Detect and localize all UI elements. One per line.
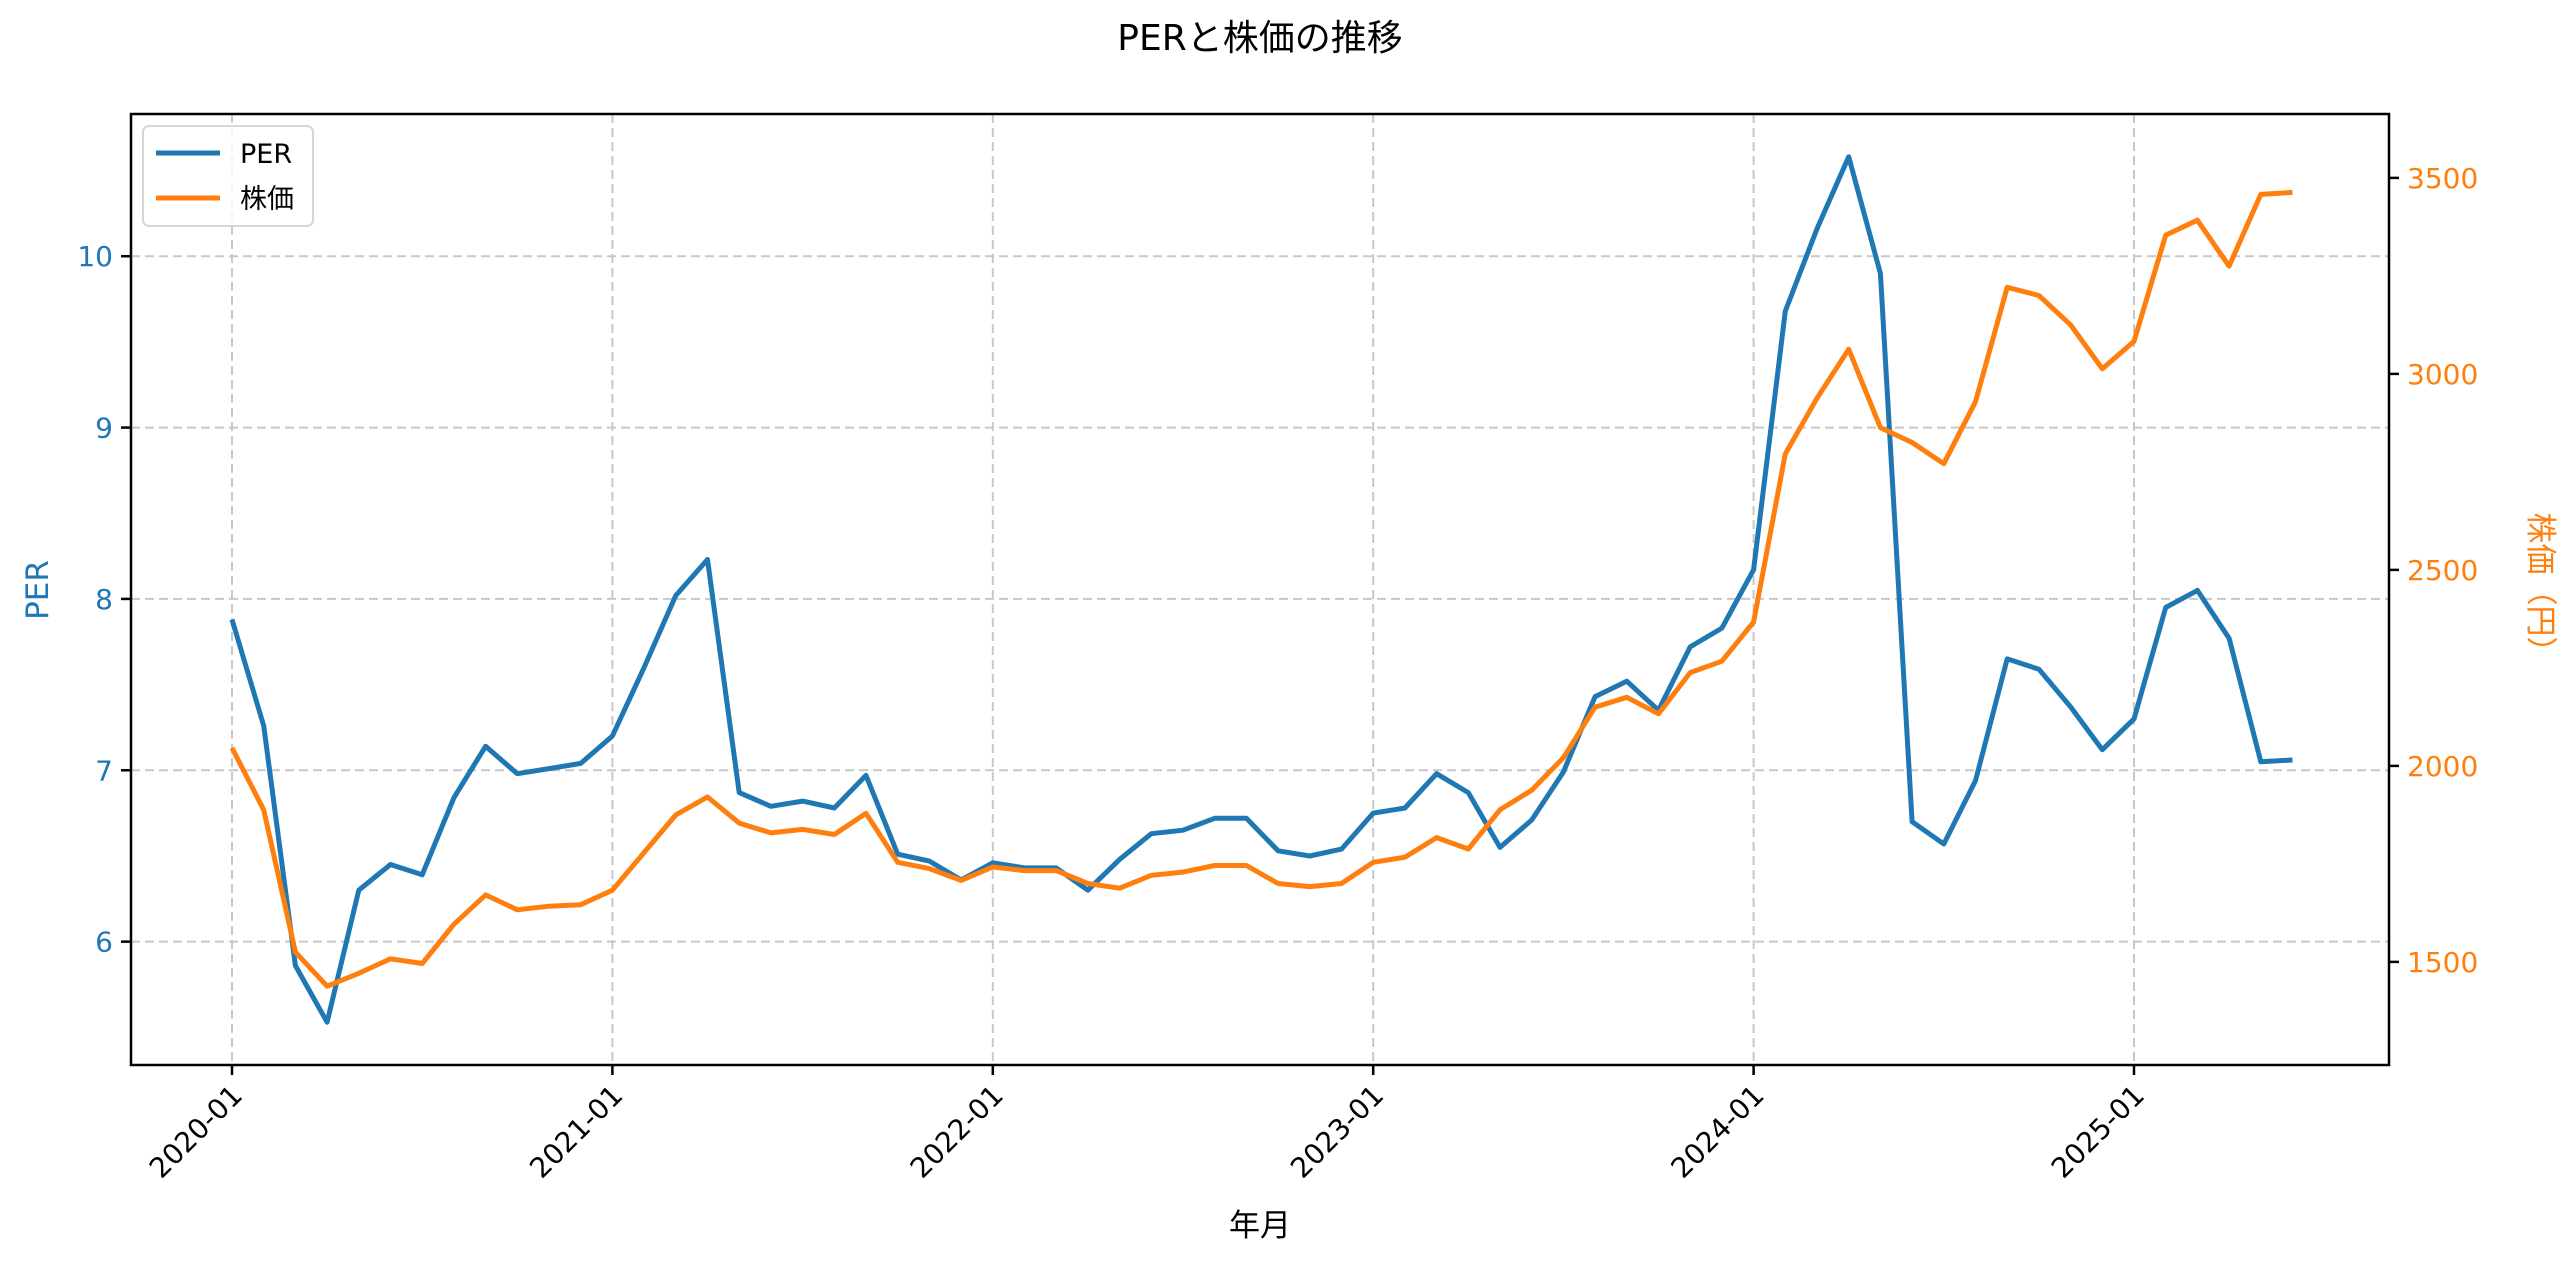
right-y-tick-label: 2500: [2407, 554, 2478, 587]
left-y-axis-label: PER: [20, 560, 56, 620]
x-axis-ticks: 2020-01 2021-01 2022-01 2023-01 2024-01 2025-…: [143, 1065, 2151, 1185]
left-y-tick-label: 7: [95, 754, 113, 787]
right-y-tick-label: 2000: [2407, 750, 2478, 783]
legend: PER 株価: [142, 125, 314, 227]
left-y-tick-label: 6: [95, 926, 113, 959]
right-y-axis-ticks: 1500 2000 2500 3000 3500: [2389, 162, 2478, 979]
right-y-tick-label: 1500: [2407, 946, 2478, 979]
plot-area-frame: [129, 112, 2391, 1067]
chart-title: PERと株価の推移: [1117, 18, 1402, 59]
legend-per-label: PER: [240, 139, 292, 170]
right-y-axis-label: 株価（円）: [2522, 513, 2558, 668]
x-tick-label: 2025-01: [2045, 1079, 2151, 1185]
x-tick-label: 2024-01: [1664, 1079, 1770, 1185]
left-y-tick-label: 10: [77, 240, 113, 273]
x-tick-label: 2021-01: [523, 1079, 629, 1185]
left-y-tick-label: 8: [95, 583, 113, 616]
right-y-tick-label: 3000: [2407, 358, 2478, 391]
x-tick-label: 2022-01: [904, 1079, 1010, 1185]
right-y-tick-label: 3500: [2407, 162, 2478, 195]
left-y-tick-label: 9: [95, 412, 113, 445]
x-tick-label: 2023-01: [1284, 1079, 1390, 1185]
per-series-line: [229, 154, 2293, 1025]
legend-price-label: 株価: [240, 184, 294, 215]
left-y-axis-ticks: 6 7 8 9 10: [77, 240, 131, 959]
x-axis-label: 年月: [1229, 1208, 1291, 1244]
price-series-line: [229, 189, 2293, 989]
x-tick-label: 2020-01: [143, 1079, 249, 1185]
series-lines: [229, 154, 2293, 1025]
grid-lines: [131, 114, 2389, 1065]
